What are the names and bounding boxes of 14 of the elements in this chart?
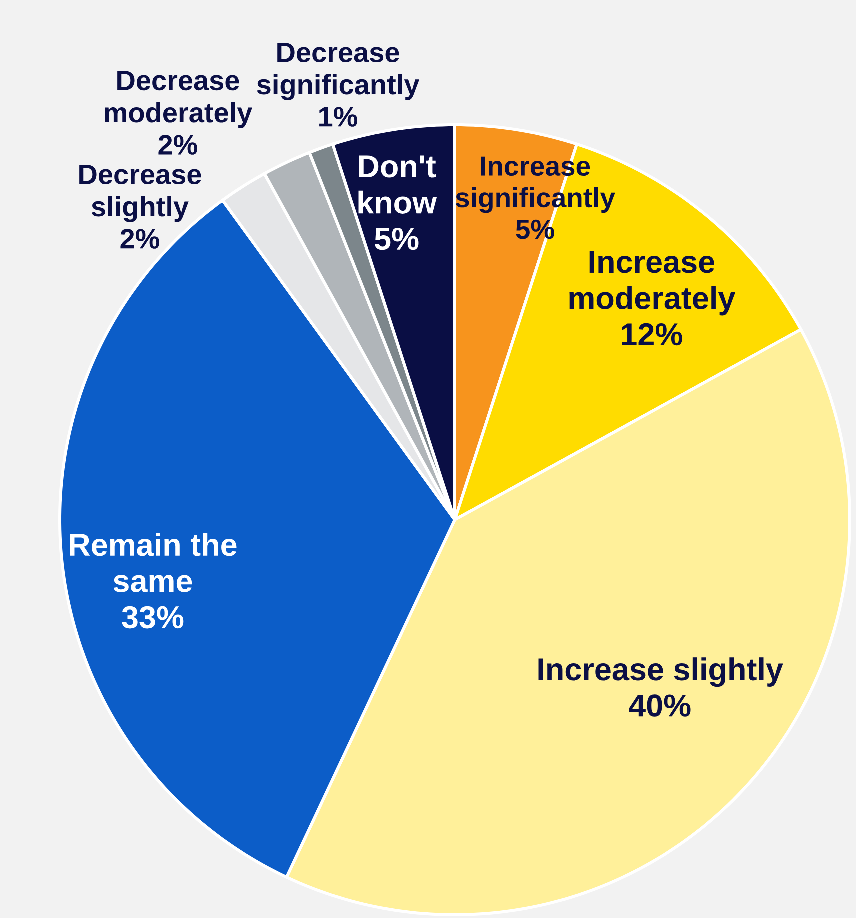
slice-label: Increase moderately [570, 251, 736, 316]
data-label: 40% [629, 694, 691, 717]
data-label: 12% [622, 323, 682, 346]
data-label: 2% [120, 229, 160, 249]
data-label: 33% [122, 606, 184, 629]
slice-label: Decrease significantly [257, 43, 420, 100]
data-label: 5% [375, 228, 419, 250]
slice-label: Decrease moderately [105, 71, 253, 128]
data-label: 1% [320, 107, 358, 127]
data-label: 2% [158, 135, 198, 155]
slice-label: Decrease slightly [80, 165, 202, 222]
slice-label: Remain the same [70, 533, 237, 592]
slice-label: Don't know [358, 156, 438, 214]
slice-label: Increase slightly [538, 658, 784, 688]
